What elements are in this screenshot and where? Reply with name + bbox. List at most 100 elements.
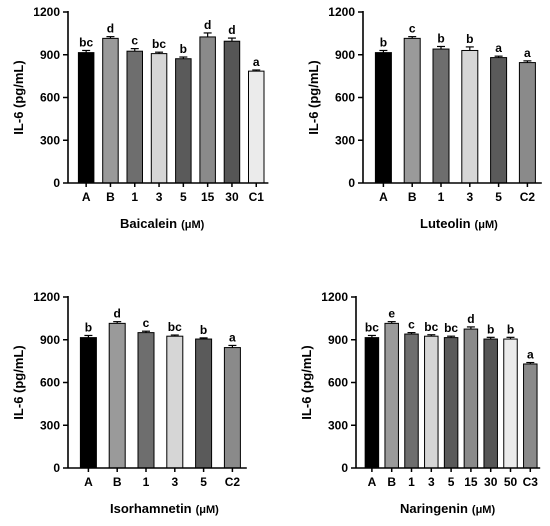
panel4-significance-label: b (507, 322, 514, 336)
panel2-bar (518, 62, 536, 184)
panel2-significance-label: b (380, 35, 387, 49)
panel4-y-tick-label: 0 (341, 461, 348, 475)
panel3-category-label: C2 (225, 475, 241, 489)
panel2-y-tick-label: 1200 (328, 5, 355, 19)
panel1-y-label: IL-6 (pg/mL) (11, 60, 26, 134)
panel1-y-tick-label: 300 (40, 133, 60, 147)
panel2-category-label: 3 (466, 190, 473, 204)
panel4-significance-label: bc (424, 320, 438, 334)
panel4-y-tick-label: 300 (328, 418, 348, 432)
panel4-bar (443, 337, 459, 469)
panel3-x-title-unit: (μM) (196, 504, 220, 516)
panel1-category-label: C1 (249, 190, 265, 204)
panel1-significance-label: bc (152, 37, 166, 51)
panel2-significance-label: b (466, 32, 473, 46)
panel1-bar (223, 40, 241, 184)
panel3-x-title: Isorhamnetin (μM) (110, 501, 219, 516)
panel4-bar (523, 363, 538, 469)
panel4-category-label: 3 (428, 475, 435, 489)
panel4-significance-label: b (487, 322, 494, 336)
panel3-bar (166, 335, 184, 469)
panel4-y-tick-label: 900 (328, 333, 348, 347)
panel4-x-title-unit: (μM) (472, 504, 496, 516)
panel3-bar (137, 332, 155, 469)
panel4-significance-label: bc (365, 320, 379, 334)
panel1-x-title-compound: Baicalein (120, 216, 177, 231)
panel1-category-label: 5 (180, 190, 187, 204)
panel4-x-title-compound: Naringenin (400, 501, 468, 516)
panel1-category-label: 1 (131, 190, 138, 204)
panel4-category-label: 1 (408, 475, 415, 489)
panel3-significance-label: d (114, 307, 121, 321)
panel3-bar (223, 347, 241, 469)
panel1-bar (248, 70, 265, 184)
panel3-y-tick-label: 300 (40, 418, 60, 432)
panel1-bar (175, 58, 192, 184)
panel3-category-label: 1 (143, 475, 150, 489)
panel1-significance-label: bc (79, 35, 93, 49)
panel2-category-label: B (408, 190, 417, 204)
panel4-significance-label: e (388, 307, 395, 321)
panel3-y-tick-label: 600 (40, 376, 60, 390)
panel2-y-tick-label: 0 (348, 176, 355, 190)
panel2-y-label: IL-6 (pg/mL) (306, 60, 321, 134)
panel2-y-tick-label: 600 (335, 91, 355, 105)
panel3-category-label: A (84, 475, 93, 489)
panel3-y-label: IL-6 (pg/mL) (11, 345, 26, 419)
panel2-significance-label: a (495, 41, 502, 55)
panel2-category-label: 5 (495, 190, 502, 204)
panel3-y-tick-label: 0 (53, 461, 60, 475)
panel4-significance-label: bc (444, 321, 458, 335)
panel4-x-title: Naringenin (μM) (400, 501, 495, 516)
panel4-bar (364, 337, 380, 469)
panel3-x-title-compound: Isorhamnetin (110, 501, 192, 516)
panel1-y-tick-label: 1200 (33, 5, 60, 19)
panel1-y-tick-label: 900 (40, 48, 60, 62)
panel4-category-label: B (387, 475, 396, 489)
panel4-significance-label: a (527, 348, 534, 362)
panel3-y-tick-label: 900 (40, 333, 60, 347)
panel2-bar (374, 52, 392, 184)
panel3-significance-label: c (143, 316, 150, 330)
panel4-category-label: C3 (523, 475, 539, 489)
panel1-category-label: 3 (156, 190, 163, 204)
panel4-bar (483, 338, 498, 469)
panel4-significance-label: c (408, 318, 415, 332)
panel4-y-tick-label: 600 (328, 376, 348, 390)
panel1-significance-label: d (107, 22, 114, 36)
panel2-y-tick-label: 300 (335, 133, 355, 147)
panel3-significance-label: bc (168, 320, 182, 334)
panel1-significance-label: d (228, 23, 235, 37)
panel2-bar (490, 57, 508, 184)
panel2-category-label: A (379, 190, 388, 204)
panel3-bar (195, 338, 213, 469)
panel1-significance-label: a (253, 55, 260, 69)
panel1-category-label: 15 (201, 190, 215, 204)
panel1-bar (126, 50, 143, 184)
panel4-significance-label: d (467, 312, 474, 326)
panel2-category-label: C2 (520, 190, 536, 204)
panel2-significance-label: c (409, 22, 416, 36)
panel3-y-tick-label: 1200 (33, 290, 60, 304)
panel3-significance-label: b (200, 323, 207, 337)
panel4-category-label: 15 (464, 475, 478, 489)
panel2-significance-label: b (437, 31, 444, 45)
panel1-bar (199, 36, 216, 184)
panel1-bar (77, 52, 95, 184)
panel1-y-tick-label: 600 (40, 91, 60, 105)
panel2-x-title-unit: (μM) (475, 219, 499, 231)
panel2-x-title-compound: Luteolin (420, 216, 471, 231)
panel4-category-label: 5 (448, 475, 455, 489)
panel4-bar (384, 322, 399, 469)
panel4-category-label: 50 (504, 475, 518, 489)
panel4-bar (503, 338, 518, 469)
panel3-category-label: 3 (171, 475, 178, 489)
panel4-y-tick-label: 1200 (321, 290, 348, 304)
panel1-bar (102, 37, 119, 184)
panel2-significance-label: a (524, 46, 531, 60)
panel3-category-label: B (113, 475, 122, 489)
panel1-bar (150, 53, 168, 184)
panel1-significance-label: d (204, 18, 211, 32)
panel4-bar (404, 333, 419, 469)
